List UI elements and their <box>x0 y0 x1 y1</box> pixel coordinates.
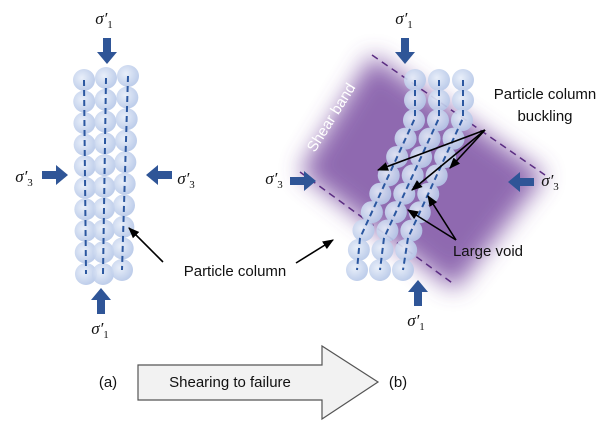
stress-subscript: 1 <box>419 321 425 333</box>
particle <box>92 263 114 285</box>
stress-subscript: 3 <box>277 179 283 191</box>
stress-label: σ′3 <box>177 169 195 191</box>
stress-subscript: 1 <box>107 19 113 31</box>
panel-label: (b) <box>389 374 407 391</box>
stress-symbol: σ′ <box>15 167 27 186</box>
process-label: Shearing to failure <box>169 374 291 391</box>
stress-subscript: 1 <box>407 19 413 31</box>
stress-subscript: 3 <box>553 181 559 193</box>
stress-symbol: σ′ <box>407 311 419 330</box>
stress-subscript: 3 <box>27 177 33 189</box>
stress-symbol: σ′ <box>395 9 407 28</box>
stress-symbol: σ′ <box>541 171 553 190</box>
buckling-label: buckling <box>517 108 572 125</box>
stress-symbol: σ′ <box>95 9 107 28</box>
stress-label: σ′3 <box>541 171 559 193</box>
stress-symbol: σ′ <box>265 169 277 188</box>
stress-subscript: 3 <box>189 179 195 191</box>
void-label: Large void <box>453 243 523 260</box>
stress-label: σ′3 <box>265 169 283 191</box>
stress-symbol: σ′ <box>177 169 189 188</box>
particle-column-label: Particle column <box>184 263 287 280</box>
stress-label: σ′1 <box>95 9 113 31</box>
stress-symbol: σ′ <box>91 319 103 338</box>
stress-subscript: 1 <box>103 329 109 341</box>
stress-label: σ′3 <box>15 167 33 189</box>
stress-label: σ′1 <box>407 311 425 333</box>
stress-label: σ′1 <box>91 319 109 341</box>
buckling-label: Particle column <box>494 86 597 103</box>
diagram: Shear band σ′1σ′1σ′3σ′3σ′1σ′1σ′3σ′3 Part… <box>0 0 616 424</box>
panel-label: (a) <box>99 374 117 391</box>
stress-label: σ′1 <box>395 9 413 31</box>
